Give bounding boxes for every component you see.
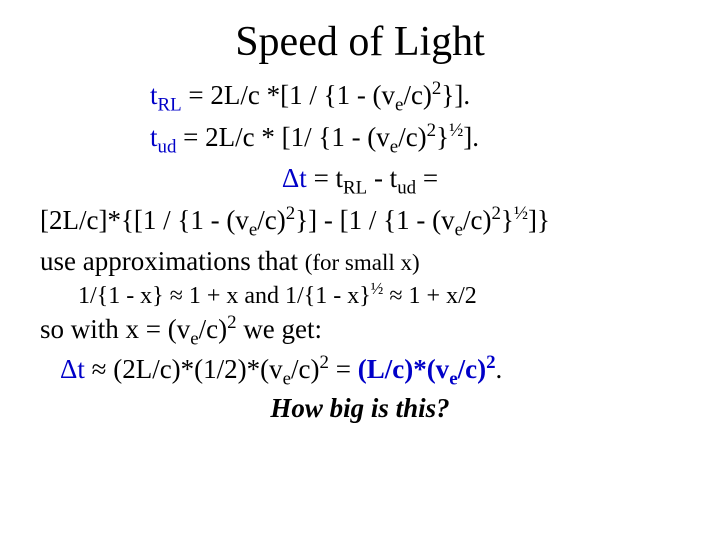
eq-tud: tud = 2L/c * [1/ {1 - (ve/c)2}½]. (40, 118, 680, 160)
eq-expanded: [2L/c]*{[1 / {1 - (ve/c)2}] - [1 / {1 - … (40, 201, 680, 243)
text-so-with: so with x = (ve/c)2 we get: (40, 310, 680, 352)
eq-trl: tRL = 2L/c *[1 / {1 - (ve/c)2}]. (40, 76, 680, 118)
text-question: How big is this? (40, 390, 680, 426)
eq-approximations: 1/{1 - x} ≈ 1 + x and 1/{1 - x}½ ≈ 1 + x… (40, 279, 680, 310)
eq-delta-t: Δt = tRL - tud = (40, 160, 680, 201)
slide: Speed of Light tRL = 2L/c *[1 / {1 - (ve… (0, 0, 720, 540)
eq-result: Δt ≈ (2L/c)*(1/2)*(ve/c)2 = (L/c)*(ve/c)… (40, 352, 680, 390)
slide-title: Speed of Light (40, 18, 680, 66)
text-use-approx: use approximations that (for small x) (40, 243, 680, 279)
